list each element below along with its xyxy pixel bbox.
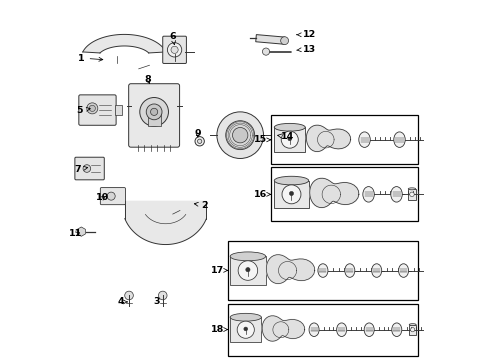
Polygon shape (82, 35, 165, 53)
Ellipse shape (408, 324, 415, 325)
Ellipse shape (371, 264, 381, 277)
Circle shape (146, 104, 162, 120)
Text: 11: 11 (69, 229, 82, 238)
Circle shape (140, 98, 168, 126)
Ellipse shape (390, 186, 402, 202)
Text: 4: 4 (117, 297, 127, 306)
Polygon shape (124, 201, 206, 244)
Ellipse shape (362, 186, 373, 202)
Bar (274, 127, 305, 152)
Circle shape (287, 137, 291, 141)
Bar (230, 256, 265, 285)
Circle shape (89, 105, 95, 112)
Polygon shape (77, 227, 85, 236)
FancyBboxPatch shape (75, 157, 104, 180)
Bar (271, 167, 418, 221)
Text: 3: 3 (153, 297, 160, 306)
Text: 2: 2 (194, 201, 208, 210)
Bar (230, 317, 261, 342)
Text: 18: 18 (210, 325, 227, 334)
Circle shape (282, 185, 300, 204)
Circle shape (158, 291, 167, 300)
Circle shape (150, 108, 158, 116)
Circle shape (238, 261, 257, 280)
FancyBboxPatch shape (79, 95, 116, 125)
Circle shape (225, 121, 254, 150)
Text: 8: 8 (144, 75, 151, 84)
Text: 13: 13 (296, 45, 315, 54)
Text: 10: 10 (96, 193, 109, 202)
Ellipse shape (364, 323, 373, 337)
Ellipse shape (358, 132, 369, 147)
Ellipse shape (274, 176, 308, 185)
Circle shape (409, 192, 413, 197)
FancyBboxPatch shape (128, 84, 179, 147)
Polygon shape (266, 255, 314, 284)
Ellipse shape (230, 313, 261, 321)
Circle shape (262, 48, 269, 55)
Text: 9: 9 (194, 129, 201, 138)
Ellipse shape (393, 132, 405, 147)
Circle shape (289, 192, 293, 195)
Ellipse shape (230, 252, 265, 261)
Text: 15: 15 (254, 135, 270, 144)
Ellipse shape (407, 188, 415, 190)
Ellipse shape (391, 323, 401, 337)
Polygon shape (262, 316, 304, 341)
Circle shape (171, 46, 178, 53)
Circle shape (124, 291, 133, 300)
Circle shape (280, 37, 288, 45)
Text: 17: 17 (210, 266, 227, 275)
Circle shape (237, 321, 254, 338)
Circle shape (410, 328, 414, 332)
Polygon shape (255, 35, 285, 44)
Circle shape (167, 42, 182, 57)
Circle shape (197, 139, 202, 143)
Bar (147, 112, 160, 126)
Ellipse shape (317, 264, 327, 277)
Circle shape (281, 131, 298, 148)
Text: 16: 16 (253, 190, 270, 199)
Text: 1: 1 (78, 54, 102, 63)
FancyBboxPatch shape (100, 188, 125, 205)
Circle shape (195, 136, 204, 146)
Circle shape (232, 127, 247, 143)
Ellipse shape (274, 123, 305, 131)
Text: 6: 6 (169, 32, 176, 45)
Bar (408, 325, 415, 335)
Bar (228, 241, 418, 300)
Text: 14: 14 (277, 132, 294, 141)
Circle shape (86, 103, 98, 114)
Ellipse shape (398, 264, 408, 277)
Text: 12: 12 (296, 30, 315, 39)
Polygon shape (309, 178, 358, 208)
Text: 5: 5 (76, 105, 90, 114)
Circle shape (244, 327, 247, 331)
Ellipse shape (308, 323, 319, 337)
Circle shape (245, 267, 249, 272)
Bar (407, 189, 415, 200)
Circle shape (107, 192, 115, 200)
Circle shape (217, 112, 263, 158)
Ellipse shape (336, 323, 346, 337)
Text: 7: 7 (74, 165, 87, 174)
Bar (274, 181, 308, 208)
Ellipse shape (344, 264, 354, 277)
Bar (271, 116, 418, 164)
Bar (228, 304, 418, 356)
Bar (115, 105, 122, 115)
Circle shape (83, 165, 90, 172)
FancyBboxPatch shape (163, 36, 186, 63)
Polygon shape (306, 125, 350, 152)
